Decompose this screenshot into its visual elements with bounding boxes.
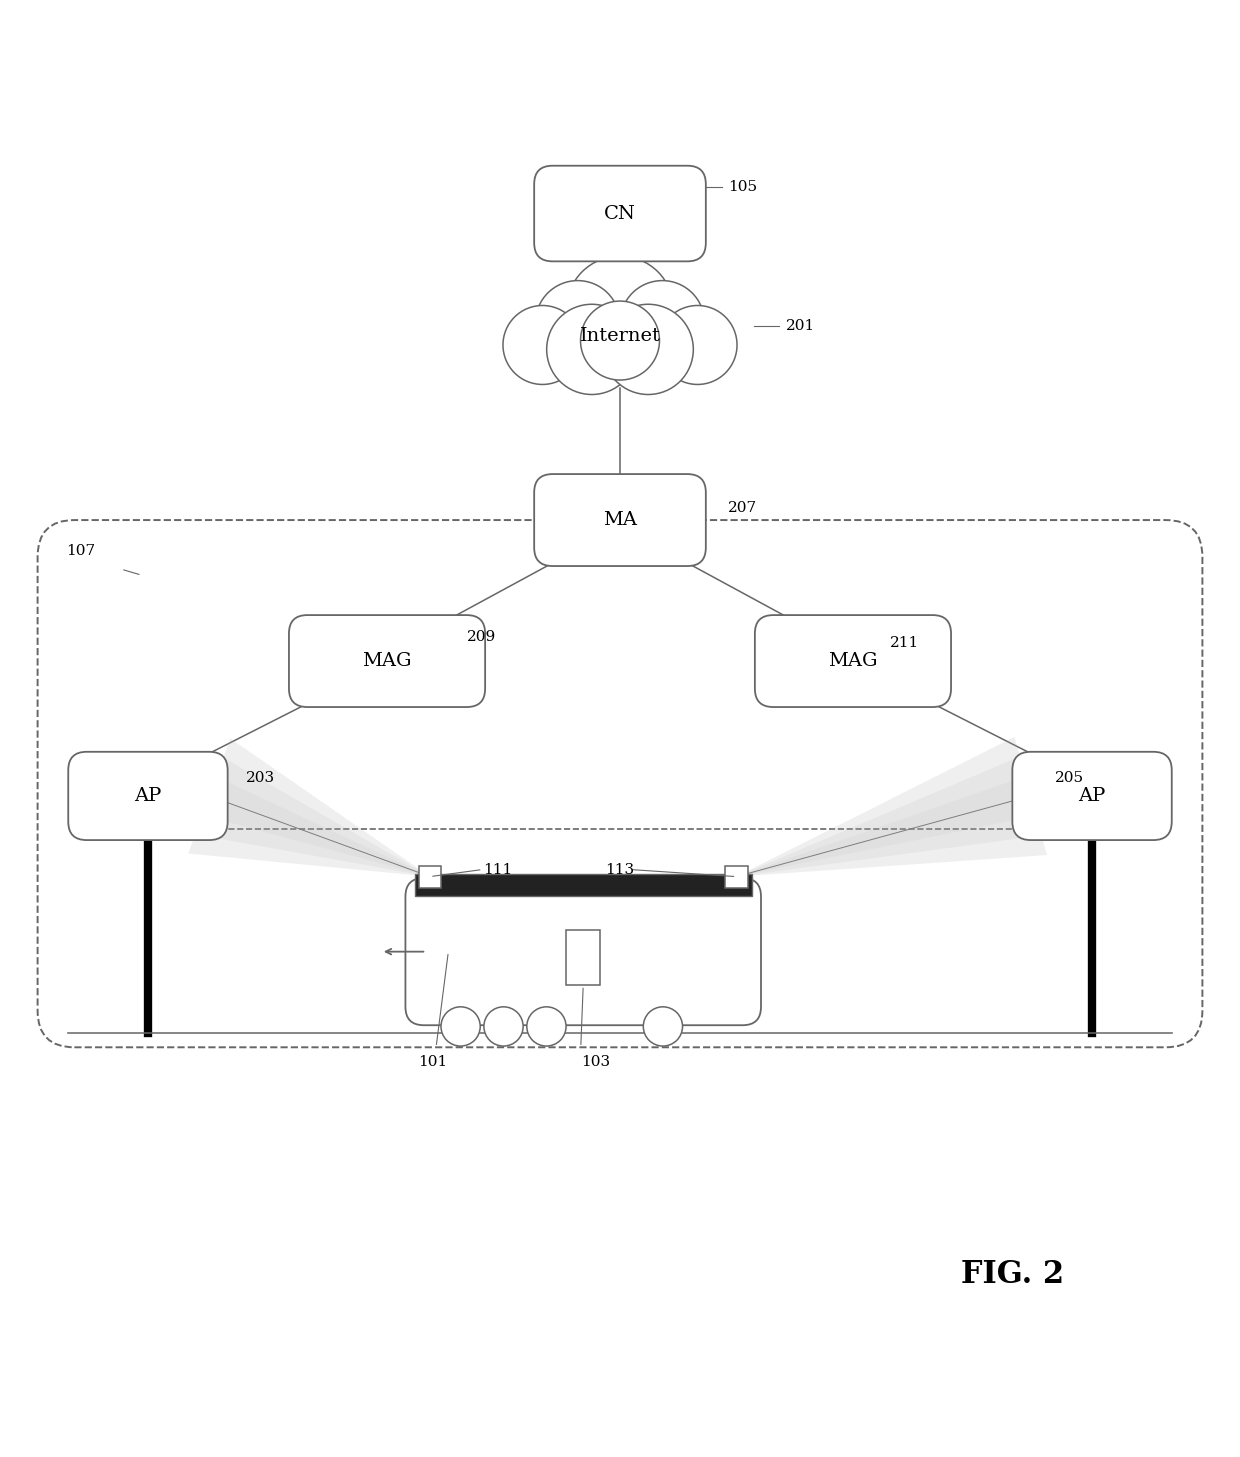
FancyBboxPatch shape bbox=[419, 865, 441, 887]
FancyBboxPatch shape bbox=[68, 752, 228, 841]
Circle shape bbox=[441, 1007, 480, 1046]
FancyBboxPatch shape bbox=[405, 879, 761, 1026]
Text: 205: 205 bbox=[1055, 771, 1085, 784]
FancyBboxPatch shape bbox=[534, 474, 706, 565]
Text: 113: 113 bbox=[605, 863, 635, 877]
Circle shape bbox=[536, 281, 620, 366]
Text: Internet: Internet bbox=[579, 328, 661, 345]
Text: 111: 111 bbox=[482, 863, 512, 877]
FancyBboxPatch shape bbox=[755, 615, 951, 707]
Polygon shape bbox=[195, 758, 430, 877]
Text: AP: AP bbox=[134, 787, 161, 804]
Text: 201: 201 bbox=[785, 319, 815, 334]
Circle shape bbox=[503, 306, 582, 385]
Circle shape bbox=[527, 1007, 565, 1046]
Text: MAG: MAG bbox=[828, 653, 878, 670]
Circle shape bbox=[658, 306, 737, 385]
Polygon shape bbox=[737, 777, 1037, 877]
Circle shape bbox=[580, 302, 660, 380]
Circle shape bbox=[484, 1007, 523, 1046]
FancyBboxPatch shape bbox=[1012, 752, 1172, 841]
FancyBboxPatch shape bbox=[534, 166, 706, 261]
Polygon shape bbox=[188, 739, 430, 877]
Text: AP: AP bbox=[1079, 787, 1106, 804]
Text: 107: 107 bbox=[66, 543, 95, 558]
FancyBboxPatch shape bbox=[289, 615, 485, 707]
Circle shape bbox=[547, 305, 637, 395]
FancyBboxPatch shape bbox=[414, 874, 751, 896]
Text: CN: CN bbox=[604, 204, 636, 223]
FancyBboxPatch shape bbox=[565, 930, 600, 985]
Text: 207: 207 bbox=[728, 501, 758, 514]
Text: MAG: MAG bbox=[362, 653, 412, 670]
Text: 211: 211 bbox=[890, 635, 919, 650]
Polygon shape bbox=[737, 737, 1047, 877]
Circle shape bbox=[567, 256, 673, 363]
Text: MA: MA bbox=[603, 511, 637, 529]
Text: 105: 105 bbox=[728, 179, 758, 194]
Polygon shape bbox=[202, 777, 430, 877]
Circle shape bbox=[644, 1007, 682, 1046]
Text: 203: 203 bbox=[246, 771, 275, 784]
FancyBboxPatch shape bbox=[725, 865, 748, 887]
Text: FIG. 2: FIG. 2 bbox=[961, 1259, 1064, 1289]
Text: 101: 101 bbox=[418, 1055, 446, 1069]
Polygon shape bbox=[737, 756, 1042, 877]
Text: 103: 103 bbox=[580, 1055, 610, 1069]
Circle shape bbox=[620, 281, 704, 366]
Text: 209: 209 bbox=[466, 629, 496, 644]
Circle shape bbox=[603, 305, 693, 395]
